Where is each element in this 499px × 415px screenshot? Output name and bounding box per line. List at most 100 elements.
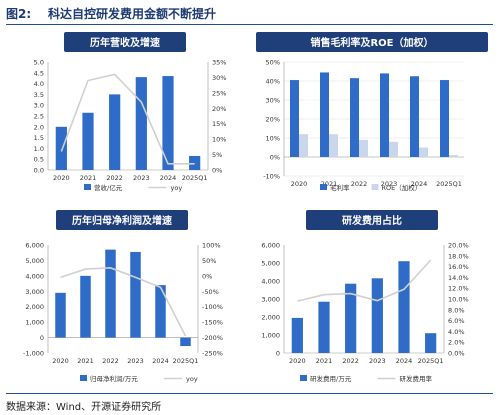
chart3-y2tick: -100% (202, 303, 223, 311)
chart4-xtick: 2021 (316, 357, 333, 365)
chart4-xtick: 2023 (369, 357, 386, 365)
chart1-ytick: 3.5 (34, 91, 44, 99)
chart2-ytick: 10% (266, 135, 280, 143)
chart1-y2tick: 20% (212, 105, 226, 113)
chart1-xtick: 2022 (106, 174, 123, 182)
bottom-rule (6, 393, 493, 394)
chart4-bar-primary (398, 261, 410, 353)
chart3-ytick: 5,000 (25, 257, 44, 265)
chart1-legend-bar-swatch (84, 184, 91, 190)
chart2-bar-primary (350, 78, 359, 157)
chart4-bar-primary (345, 283, 357, 353)
chart2-legend-bar-swatch (371, 184, 379, 190)
chart4-y2tick: 0.0% (448, 350, 465, 358)
chart4-legend-label: 研发费用/万元 (310, 374, 352, 383)
chart3-legend-label: yoy (186, 375, 198, 383)
chart2-legend-label: 毛利率 (330, 183, 350, 192)
chart1-ytick: 5.0 (34, 59, 44, 67)
chart1-legend-label: yoy (171, 184, 183, 192)
chart1-ytick: 4.0 (34, 80, 44, 88)
charts-canvas: 历年营收及增速 0.0 0.5 1.0 1.5 2.0 2.5 3.0 3.5 4.0 4.5 5.0… (23, 32, 488, 383)
chart3-title-banner (56, 210, 188, 230)
chart1-y2tick: 25% (212, 89, 226, 97)
chart1-bar-primary (55, 126, 67, 170)
chart1-y2tick: 10% (212, 136, 226, 144)
chart4-bar-primary (318, 301, 330, 353)
chart1-ytick: 4.5 (34, 69, 44, 77)
chart2-ytick: 20% (266, 116, 280, 124)
chart1-bar-primary (162, 76, 174, 170)
chart3-xtick: 2021 (77, 357, 94, 365)
chart3-y2tick: 0% (202, 272, 212, 280)
chart3-ytick: 6,000 (25, 242, 44, 250)
chart4-title: 研发费用占比 (342, 214, 402, 227)
chart4-y2tick: 20.0% (448, 242, 469, 250)
chart1-xtick: 2020 (53, 174, 70, 182)
chart4-ytick: 1,000 (261, 332, 280, 340)
chart1-line-series (60, 73, 195, 165)
chart4-y2tick: 16.0% (448, 263, 469, 271)
chart2-bar-primary (410, 76, 419, 157)
chart3-xtick: 2025Q1 (173, 357, 199, 365)
chart2-ytick: 50% (266, 59, 280, 67)
chart2-title: 销售毛利率及ROE（加权） (310, 36, 433, 49)
chart3-y2tick: 50% (202, 257, 216, 265)
chart1-y2tick: 15% (212, 120, 226, 128)
chart1-bar-primary (135, 77, 147, 170)
chart4-line-series (297, 259, 432, 302)
chart4-xtick: 2024 (396, 357, 413, 365)
chart3-ytick: 0 (40, 334, 44, 342)
chart4-y2tick: 6.0% (448, 317, 465, 325)
chart4-bar-primary (371, 278, 383, 353)
chart2-bar-secondary (419, 147, 428, 157)
chart1-ytick: 1.5 (34, 134, 44, 142)
chart4-xtick: 2022 (342, 357, 359, 365)
chart3-y2tick: -150% (202, 319, 223, 327)
chart3-ytick: 4,000 (25, 272, 44, 280)
chart2-legend-label: ROE（加权） (382, 183, 422, 192)
chart2-xtick: 2020 (291, 180, 308, 188)
chart2-legend-bar-swatch (320, 184, 327, 190)
chart3-bar-primary (130, 251, 141, 338)
figure-label: 图2: (6, 7, 32, 21)
chart2-bar-secondary (449, 155, 458, 157)
chart4-ytick: 6,000 (261, 242, 280, 250)
chart3-xtick: 2023 (127, 357, 144, 365)
chart2-ytick: 0% (270, 154, 280, 162)
chart1-ytick: 0.5 (34, 156, 44, 164)
chart1-ytick: 3.0 (34, 102, 44, 110)
chart3-bar-primary (105, 249, 116, 338)
chart1-ytick: 0.0 (34, 167, 44, 175)
chart3-xtick: 2024 (152, 357, 169, 365)
chart3-bar-primary (155, 285, 166, 338)
chart2-bar-secondary (299, 134, 308, 157)
chart3-legend-bar-swatch (80, 375, 87, 381)
chart1-y2tick: 0% (212, 167, 222, 175)
chart2-bar-primary (380, 73, 389, 157)
chart3-ytick: 3,000 (25, 288, 44, 296)
chart2-bar-primary (290, 80, 299, 157)
chart2-title-banner (256, 32, 488, 52)
chart3-title: 历年归母净利润及增速 (72, 214, 172, 227)
chart3-legend-label: 归母净利润/万元 (90, 374, 138, 383)
chart1-y2tick: 5% (212, 151, 222, 159)
chart1-ytick: 1.0 (34, 145, 44, 153)
chart1-y2tick: 30% (212, 74, 226, 82)
chart4-y2tick: 10.0% (448, 296, 469, 304)
chart3-xtick: 2022 (102, 357, 119, 365)
chart4-y2tick: 4.0% (448, 328, 465, 336)
chart3-ytick: 2,000 (25, 303, 44, 311)
chart4-ytick: 3,000 (261, 296, 280, 304)
chart4-y2tick: 18.0% (448, 252, 469, 260)
chart4-y2tick: 12.0% (448, 285, 469, 293)
chart4-y2tick: 14.0% (448, 274, 469, 282)
chart1-title: 历年营收及增速 (90, 36, 160, 49)
chart1-bar-primary (189, 155, 201, 170)
chart2-xtick: 2025Q1 (436, 180, 462, 188)
chart4-ytick: 5,000 (261, 260, 280, 268)
top-rule (6, 24, 493, 25)
chart4-ytick: 0 (276, 350, 280, 358)
chart2-bar-secondary (389, 141, 398, 157)
chart3-bar-primary (55, 292, 66, 338)
